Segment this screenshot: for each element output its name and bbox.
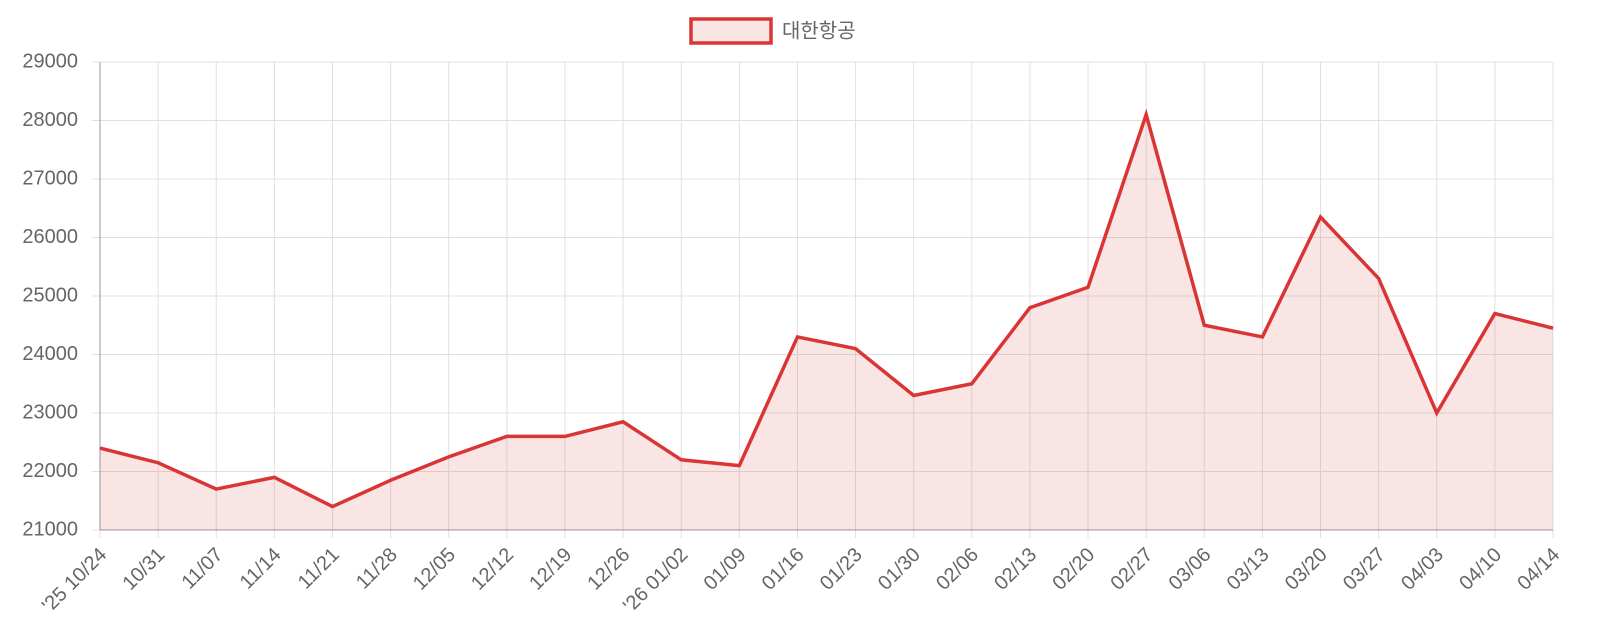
x-tick-label: 11/21 [294,544,344,594]
x-tick-label: 01/09 [700,544,751,595]
x-tick-label: 01/30 [874,544,925,595]
x-tick-label: 01/16 [758,544,809,595]
x-tick-label: 02/06 [932,544,983,595]
x-tick-label: 12/19 [525,544,576,595]
y-tick-label: 25000 [22,284,78,306]
x-tick-label: 03/20 [1281,544,1332,595]
x-tick-label: 11/14 [236,544,286,594]
y-tick-label: 24000 [22,343,78,365]
y-tick-label: 28000 [22,109,78,131]
x-tick-label: 02/27 [1106,544,1157,595]
x-tick-label: 03/13 [1223,544,1274,595]
x-tick-label: 11/28 [352,544,402,594]
x-tick-label: 04/14 [1513,544,1564,595]
x-tick-label: '25 10/24 [38,544,111,617]
x-tick-label: '26 01/02 [619,544,692,617]
x-tick-label: 01/23 [816,544,867,595]
area [100,114,1553,531]
x-tick-label: 12/26 [583,544,634,595]
x-tick-label: 10/31 [118,544,169,595]
y-tick-label: 23000 [22,401,78,423]
x-tick-label: 04/10 [1455,544,1506,595]
line [99,108,1554,509]
legend-label: 대한항공 [782,19,856,42]
y-tick-label: 27000 [22,167,78,189]
y-tick-label: 21000 [22,518,78,540]
y-tick-label: 22000 [22,460,78,482]
x-tick-label: 02/13 [990,544,1041,595]
x-tick-label: 11/07 [178,544,228,594]
y-tick-label: 29000 [22,50,78,72]
x-tick-label: 12/05 [409,544,460,595]
x-tick-label: 03/06 [1165,544,1216,595]
x-tick-label: 12/12 [467,544,518,595]
legend-swatch [689,17,773,45]
x-tick-label: 03/27 [1339,544,1390,595]
y-tick-label: 26000 [22,226,78,248]
x-tick-label: 02/20 [1048,544,1099,595]
x-tick-label: 04/03 [1397,544,1448,595]
